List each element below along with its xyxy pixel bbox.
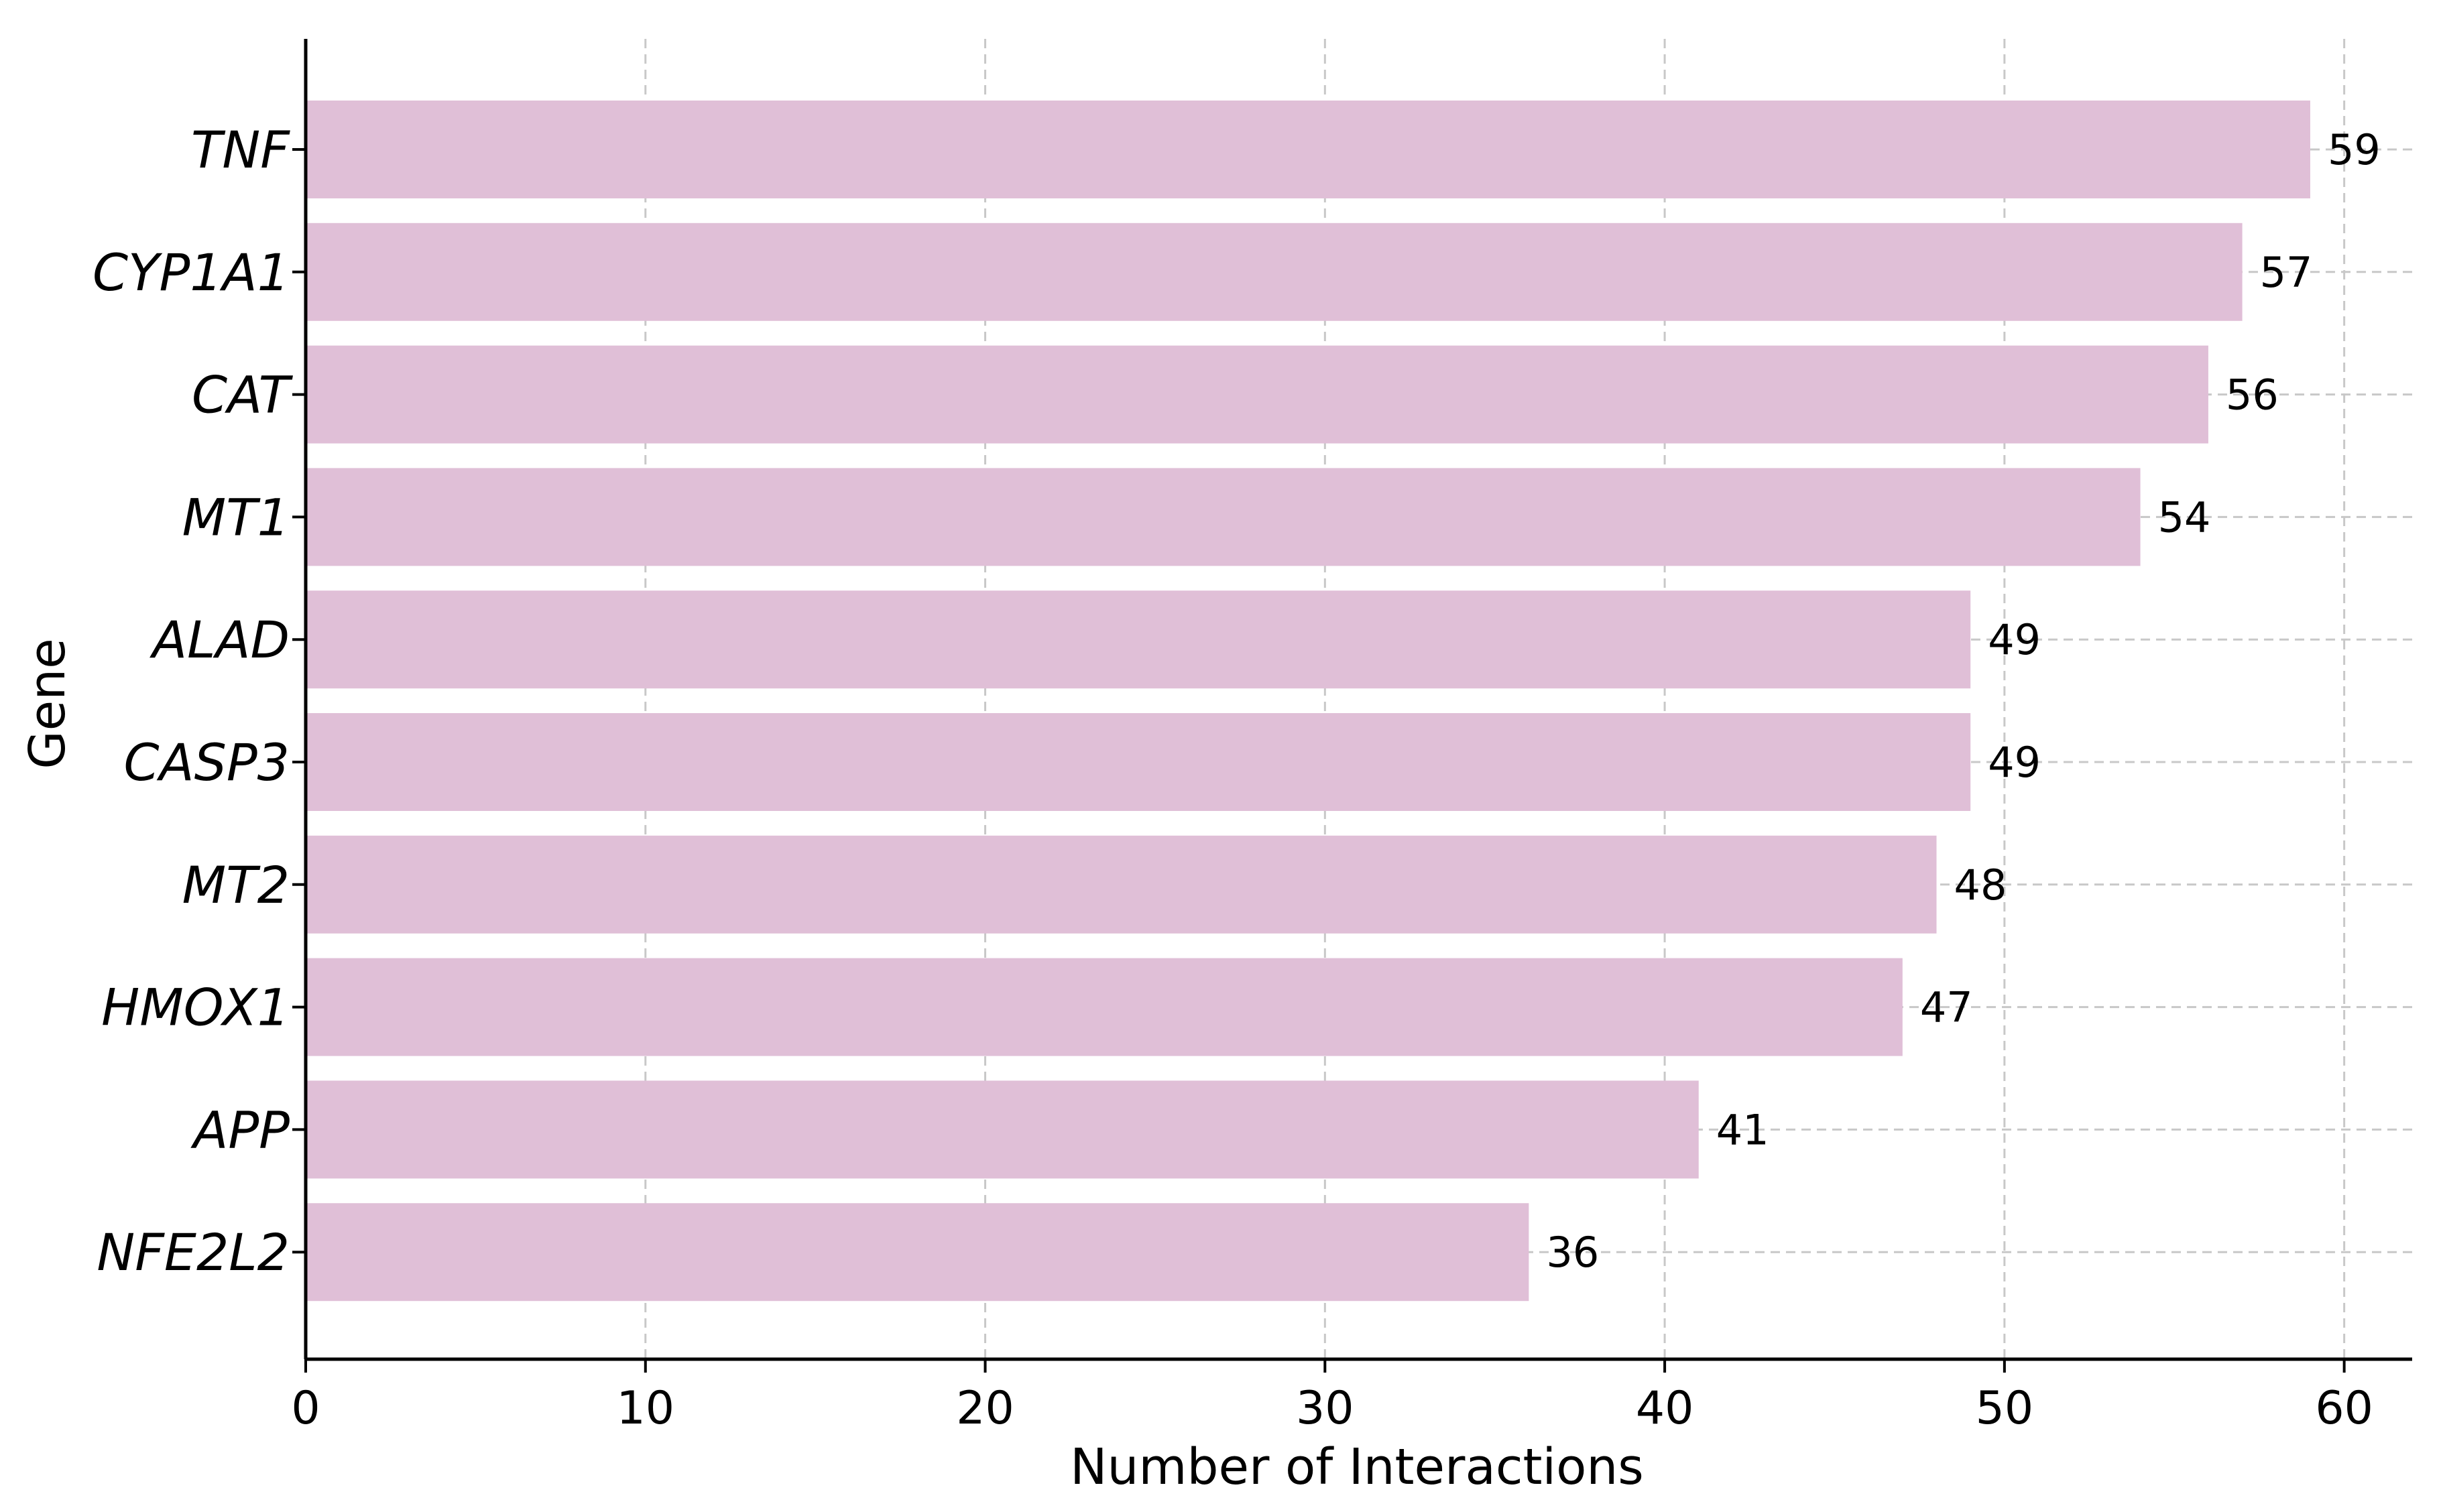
- bar-tnf: [306, 101, 2310, 198]
- y-ticks: TNF CYP1A1 CAT MT1 ALAD CASP3 MT2 HMOX1 APP NFE2L…: [93, 120, 306, 1282]
- x-tick-label: 0: [291, 1382, 320, 1435]
- bar-cat: [306, 345, 2208, 444]
- y-tick-label-mt2: MT2: [182, 855, 290, 915]
- y-tick-label-app: APP: [190, 1100, 290, 1159]
- bar-value-label: 49: [1988, 738, 2041, 787]
- bar-value-label: 54: [2158, 493, 2211, 542]
- bar-cyp1a1: [306, 223, 2243, 321]
- bar-nfe2l2: [306, 1203, 1529, 1302]
- y-tick-label-mt1: MT1: [182, 487, 290, 547]
- bar-value-label: 49: [1988, 615, 2041, 664]
- y-tick-label-cat: CAT: [192, 365, 294, 425]
- x-axis-title: Number of Interactions: [1070, 1438, 1644, 1496]
- y-tick-label-nfe2l2: NFE2L2: [97, 1222, 290, 1282]
- x-tick-label: 40: [1636, 1382, 1694, 1435]
- x-ticks: 0 10 20 30 40 50 60: [291, 1359, 2373, 1435]
- y-tick-label-casp3: CASP3: [124, 733, 290, 792]
- x-tick-label: 50: [1976, 1382, 2034, 1435]
- bar-mt1: [306, 468, 2141, 566]
- bar-hmox1: [306, 958, 1903, 1056]
- bar-value-label: 47: [1920, 983, 1973, 1032]
- x-tick-label: 10: [617, 1382, 675, 1435]
- bar-value-label: 59: [2328, 125, 2381, 174]
- bar-app: [306, 1080, 1699, 1179]
- bar-alad: [306, 590, 1971, 689]
- bar-mt2: [306, 835, 1937, 934]
- bar-value-label: 41: [1716, 1105, 1769, 1154]
- y-axis-title: Gene: [19, 638, 76, 769]
- x-tick-label: 60: [2315, 1382, 2373, 1435]
- bar-value-label: 57: [2260, 248, 2313, 297]
- x-tick-label: 30: [1296, 1382, 1354, 1435]
- value-labels: 59 57 56 54 49 49 48 47 41 36: [1546, 125, 2380, 1277]
- y-tick-label-hmox1: HMOX1: [101, 978, 290, 1037]
- bars: [306, 101, 2310, 1302]
- bar-casp3: [306, 713, 1971, 811]
- bar-value-label: 36: [1546, 1228, 1599, 1277]
- axes: [304, 39, 2412, 1361]
- y-tick-label-alad: ALAD: [149, 610, 290, 670]
- y-tick-label-tnf: TNF: [191, 120, 290, 180]
- y-tick-label-cyp1a1: CYP1A1: [93, 243, 290, 302]
- bar-value-label: 48: [1954, 861, 2007, 909]
- bar-value-label: 56: [2226, 371, 2279, 420]
- x-tick-label: 20: [956, 1382, 1014, 1435]
